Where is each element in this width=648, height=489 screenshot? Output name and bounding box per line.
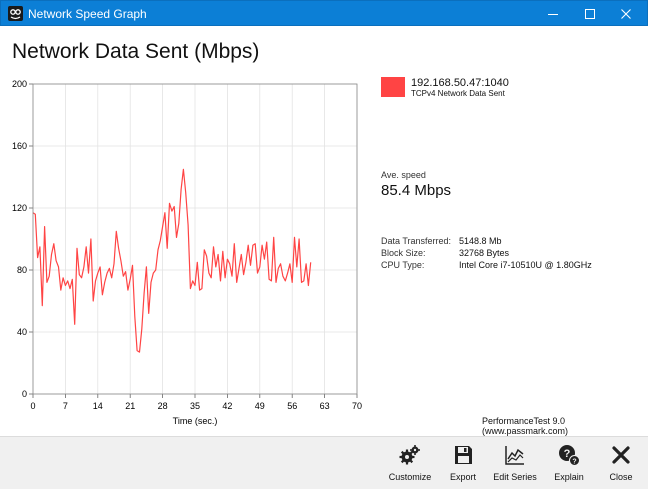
x-tick-label: 21 xyxy=(125,401,135,411)
stat-value: 5148.8 Mb xyxy=(459,236,502,246)
x-tick-label: 35 xyxy=(190,401,200,411)
legend-series-label: TCPv4 Network Data Sent xyxy=(411,89,505,98)
x-tick-label: 42 xyxy=(222,401,232,411)
export-button[interactable]: Export xyxy=(435,444,491,488)
close-x-icon xyxy=(612,446,630,464)
legend-color-swatch[interactable] xyxy=(381,77,405,97)
line-graph-icon xyxy=(505,446,524,465)
close-button[interactable]: Close xyxy=(593,444,648,488)
y-tick-label: 0 xyxy=(22,389,27,399)
explain-button[interactable]: ? ? Explain xyxy=(541,444,597,488)
explain-label: Explain xyxy=(554,472,584,482)
chart-grid xyxy=(32,83,358,395)
x-tick-label: 28 xyxy=(158,401,168,411)
edit-series-button[interactable]: Edit Series xyxy=(487,444,543,488)
x-tick-label: 14 xyxy=(93,401,103,411)
credit-text: PerformanceTest 9.0 (www.passmark.com) xyxy=(482,416,569,436)
save-disk-icon xyxy=(455,446,472,464)
window-title: Network Speed Graph xyxy=(28,7,147,21)
plot-border xyxy=(32,83,358,395)
x-tick-label: 49 xyxy=(255,401,265,411)
speed-line-chart: 0 7 14 21 28 35 42 49 56 63 70 0 40 80 120 160 200 Time … xyxy=(12,79,362,426)
customize-label: Customize xyxy=(388,472,432,482)
y-tick-label: 40 xyxy=(17,327,27,337)
stat-row-data-transferred: Data Transferred: 5148.8 Mb xyxy=(381,236,592,248)
y-tick-label: 160 xyxy=(12,141,27,151)
close-window-icon xyxy=(621,8,631,19)
stat-key: Data Transferred: xyxy=(381,236,452,246)
legend-connection-label: 192.168.50.47:1040 xyxy=(411,77,509,89)
title-bar: Network Speed Graph xyxy=(0,0,648,26)
stat-row-cpu-type: CPU Type: Intel Core i7-10510U @ 1.80GHz xyxy=(381,260,592,272)
maximize-icon xyxy=(585,8,595,19)
bottom-toolbar: Customize Export Edit Series ? ? Explain xyxy=(0,436,648,489)
average-speed-value: 85.4 Mbps xyxy=(381,182,452,199)
stats-panel: Data Transferred: 5148.8 Mb Block Size: … xyxy=(381,236,592,272)
x-tick-label: 63 xyxy=(320,401,330,411)
close-label: Close xyxy=(609,472,633,482)
app-logo-icon xyxy=(8,6,23,21)
edit-series-label: Edit Series xyxy=(493,472,537,482)
minimize-button[interactable] xyxy=(530,1,576,26)
gears-icon xyxy=(399,445,420,465)
series-line-data-sent xyxy=(32,168,312,353)
minimize-icon xyxy=(548,13,558,15)
customize-button[interactable]: Customize xyxy=(382,444,438,488)
graph-title: Network Data Sent (Mbps) xyxy=(12,40,260,63)
x-tick-label: 56 xyxy=(287,401,297,411)
maximize-button[interactable] xyxy=(567,1,613,26)
y-tick-label: 200 xyxy=(12,79,27,89)
stat-value: Intel Core i7-10510U @ 1.80GHz xyxy=(459,260,592,270)
stat-value: 32768 Bytes xyxy=(459,248,510,258)
close-window-button[interactable] xyxy=(603,1,648,26)
chart-ticks: 0 7 14 21 28 35 42 49 56 63 70 0 40 80 120 160 200 xyxy=(12,79,362,411)
x-tick-label: 7 xyxy=(63,401,68,411)
x-tick-label: 70 xyxy=(352,401,362,411)
help-question-icon: ? ? xyxy=(559,445,580,466)
y-tick-label: 80 xyxy=(17,265,27,275)
stat-row-block-size: Block Size: 32768 Bytes xyxy=(381,248,592,260)
export-label: Export xyxy=(449,472,476,482)
average-speed-label: Ave. speed xyxy=(381,170,426,180)
svg-text:?: ? xyxy=(564,448,571,460)
x-tick-label: 0 xyxy=(30,401,35,411)
stat-key: CPU Type: xyxy=(381,260,425,270)
y-tick-label: 120 xyxy=(12,203,27,213)
svg-text:?: ? xyxy=(572,459,576,466)
x-axis-label: Time (sec.) xyxy=(173,416,218,426)
stat-key: Block Size: xyxy=(381,248,426,258)
